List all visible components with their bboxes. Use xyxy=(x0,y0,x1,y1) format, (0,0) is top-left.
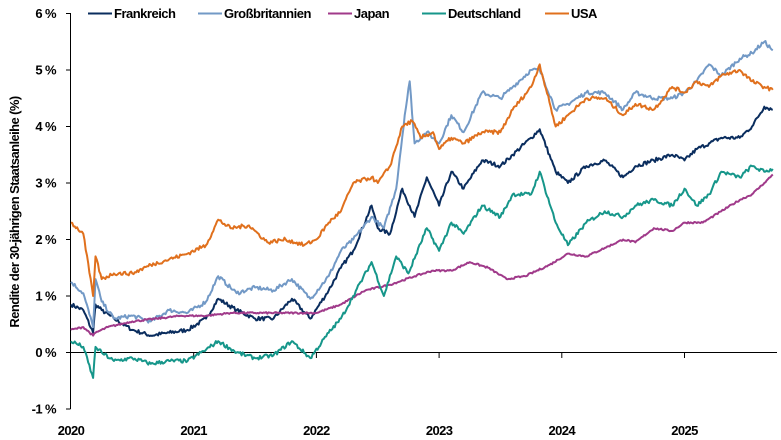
x-tick-label: 2023 xyxy=(426,423,453,438)
y-axis: -1 % 0 % 1 % 2 % 3 % 4 % 5 % 6 % xyxy=(32,6,71,417)
legend-label: Deutschland xyxy=(448,6,521,21)
series-line-frankreich xyxy=(70,105,773,337)
series-line-deutschland xyxy=(70,164,774,379)
series-line-großbritannien xyxy=(70,40,774,329)
y-tick-label: 5 % xyxy=(35,63,57,78)
x-tick-label: 2021 xyxy=(180,423,207,438)
legend-label: Großbritannien xyxy=(224,6,311,21)
x-axis: 2020 2021 2022 2023 2024 2025 xyxy=(58,352,777,438)
y-axis-title: Rendite der 30-jährigen Staatsanleihe (%… xyxy=(7,96,22,327)
x-tick-label: 2020 xyxy=(58,423,85,438)
y-tick-label: 0 % xyxy=(35,345,57,360)
x-tick-label: 2024 xyxy=(549,423,577,438)
legend: Frankreich Großbritannien Japan Deutschland… xyxy=(88,6,599,21)
x-tick-label: 2022 xyxy=(303,423,330,438)
legend-item: Deutschland xyxy=(422,6,522,21)
y-tick-label: -1 % xyxy=(32,402,57,417)
legend-label: Japan xyxy=(354,6,390,21)
legend-item: USA xyxy=(545,6,599,21)
legend-item: Japan xyxy=(328,6,390,21)
x-tick-label: 2025 xyxy=(671,423,698,438)
legend-label: USA xyxy=(571,6,598,21)
y-tick-label: 4 % xyxy=(35,119,57,134)
series-line-japan xyxy=(70,173,774,337)
legend-item: Frankreich xyxy=(88,6,177,21)
y-tick-label: 6 % xyxy=(35,6,57,21)
y-tick-label: 3 % xyxy=(35,176,57,191)
legend-label: Frankreich xyxy=(114,6,176,21)
legend-item: Großbritannien xyxy=(198,6,312,21)
series-lines xyxy=(70,40,774,379)
y-tick-label: 1 % xyxy=(35,289,57,304)
series-line-usa xyxy=(70,63,774,297)
y-tick-label: 2 % xyxy=(35,232,57,247)
